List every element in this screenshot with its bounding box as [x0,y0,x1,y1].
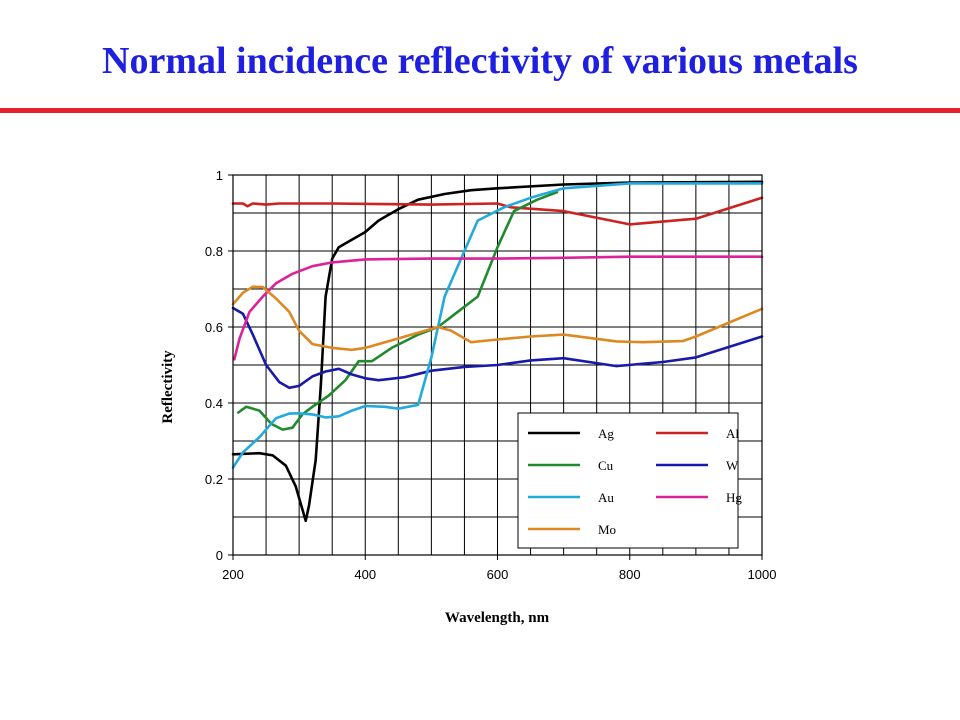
series-line-au [231,182,764,469]
series-line-mo [231,285,764,352]
y-tick-label: 1 [216,168,223,183]
x-tick-label: 800 [619,567,641,582]
x-axis-title: Wavelength, nm [445,610,550,626]
legend-label-ag: Ag [598,426,614,441]
y-tick-label: 0 [216,548,223,563]
legend-label-cu: Cu [598,458,614,473]
x-tick-label: 400 [354,567,376,582]
x-tick-label: 600 [487,567,509,582]
axis-ticks: 200 400 600 800 1000 0 0.2 0.4 0.6 0.8 1 [205,168,777,582]
x-tick-label: 1000 [748,567,777,582]
series-line-hg [233,255,764,361]
y-tick-label: 0.6 [205,320,223,335]
legend-label-hg: Hg [726,490,742,505]
title-divider [0,108,960,113]
x-tick-label: 200 [222,567,244,582]
series-line-ag [231,180,764,523]
legend-label-mo: Mo [598,522,616,537]
legend-box [517,412,739,549]
legend-label-au: Au [598,490,614,505]
legend: Ag Al Cu W Au Hg Mo [517,412,742,549]
y-axis-title: Reflectivity [160,350,176,424]
slide-title: Normal incidence reflectivity of various… [102,40,858,82]
y-tick-label: 0.2 [205,472,223,487]
series-line-cu [237,190,559,431]
plot-frame [232,174,763,556]
series-line-w [231,306,764,390]
legend-label-w: W [726,458,739,473]
y-tick-label: 0.4 [205,396,223,411]
y-tick-label: 0.8 [205,244,223,259]
series-lines [231,180,764,523]
legend-label-al: Al [726,426,739,441]
series-line-al [231,196,764,226]
